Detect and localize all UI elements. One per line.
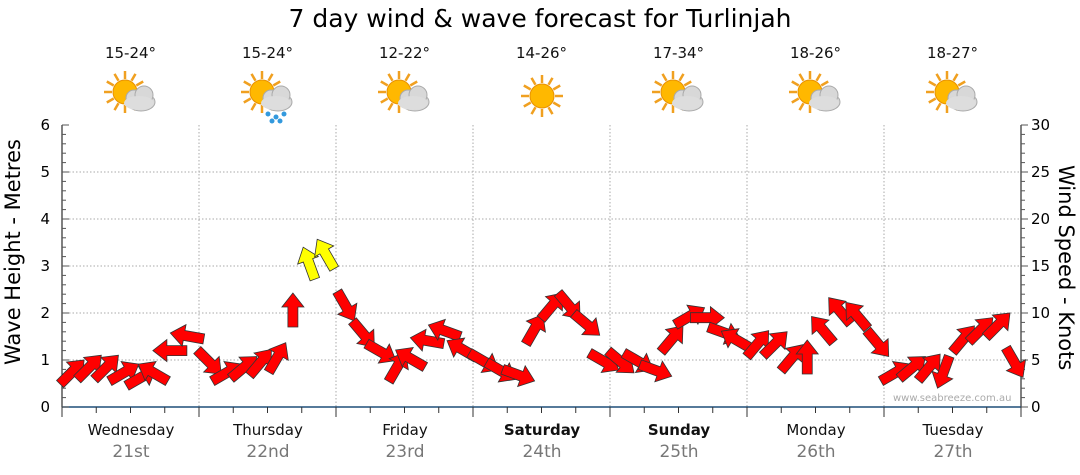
day-temp-range: 12-22° — [378, 44, 431, 62]
date-label: 21st — [112, 442, 150, 462]
wind-arrow — [828, 297, 855, 328]
wind-arrow — [395, 346, 429, 372]
right-tick-label: 15 — [1031, 257, 1050, 275]
right-tick-label: 10 — [1031, 304, 1050, 322]
right-tick-label: 30 — [1031, 116, 1050, 134]
partly-cloudy-weather-icon — [786, 68, 846, 124]
wind-arrow — [536, 292, 564, 323]
right-tick-label: 20 — [1031, 210, 1050, 228]
wind-arrow — [348, 317, 375, 348]
wind-arrow — [297, 246, 321, 282]
day-label: Sunday — [647, 421, 711, 439]
wind-arrow — [193, 345, 222, 375]
day-temp-range: 18-26° — [789, 44, 842, 62]
day-label: Monday — [786, 421, 846, 439]
wind-arrow — [758, 331, 788, 360]
wind-arrow — [637, 359, 673, 383]
wind-arrow — [569, 309, 601, 336]
date-label: 26th — [796, 442, 836, 462]
left-tick-label: 5 — [40, 163, 50, 181]
wind-arrow — [500, 364, 536, 388]
right-tick-label: 0 — [1031, 398, 1041, 416]
left-tick-label: 4 — [40, 210, 50, 228]
day-temp-range: 15-24° — [241, 44, 294, 62]
day-temp-range: 14-26° — [515, 44, 568, 62]
watermark: www.seabreeze.com.au — [893, 393, 1012, 404]
left-tick-label: 0 — [40, 398, 50, 416]
left-tick-label: 3 — [40, 257, 50, 275]
wind-arrow — [281, 292, 305, 328]
day-label: Saturday — [503, 421, 581, 439]
date-label: 22nd — [246, 442, 290, 462]
partly-cloudy-weather-icon — [649, 68, 709, 124]
sunny-weather-icon — [512, 68, 572, 124]
wind-arrow — [169, 323, 206, 348]
left-tick-label: 6 — [40, 116, 50, 134]
chart-title: 7 day wind & wave forecast for Turlinjah — [288, 4, 792, 33]
right-tick-label: 5 — [1031, 351, 1041, 369]
wind-arrow — [263, 342, 289, 376]
day-temp-range: 17-34° — [652, 44, 705, 62]
wind-arrow — [1001, 344, 1027, 378]
day-label: Friday — [382, 421, 428, 439]
wind-arrow — [672, 304, 706, 330]
date-label: 24th — [522, 442, 562, 462]
wind-arrow — [795, 339, 820, 375]
wind-arrow — [409, 328, 446, 352]
day-temp-range: 15-24° — [104, 44, 157, 62]
left-tick-label: 2 — [40, 304, 50, 322]
date-label: 23rd — [385, 442, 425, 462]
wind-arrow — [363, 338, 397, 364]
wind-arrow — [656, 325, 684, 356]
showers-weather-icon — [238, 68, 298, 124]
wind-arrow — [152, 338, 188, 363]
wind-arrow — [981, 312, 1011, 342]
wind-arrow — [776, 344, 804, 375]
left-tick-label: 1 — [40, 351, 50, 369]
day-label: Thursday — [233, 421, 303, 439]
wind-arrow — [332, 288, 358, 322]
day-label: Wednesday — [87, 421, 175, 439]
partly-cloudy-weather-icon — [375, 68, 435, 124]
day-label: Tuesday — [922, 421, 984, 439]
right-tick-label: 25 — [1031, 163, 1050, 181]
wind-arrow — [931, 354, 955, 389]
wind-arrow — [811, 315, 838, 347]
date-label: 27th — [933, 442, 973, 462]
wind-arrow — [845, 301, 873, 333]
wind-arrow — [521, 313, 546, 347]
wind-arrow — [553, 289, 581, 320]
partly-cloudy-weather-icon — [101, 68, 161, 124]
partly-cloudy-weather-icon — [923, 68, 983, 124]
wind-arrow — [427, 318, 463, 342]
wind-arrow — [862, 326, 890, 358]
wind-arrow — [314, 238, 340, 272]
wind-arrow — [137, 361, 171, 386]
date-label: 25th — [659, 442, 699, 462]
day-temp-range: 18-27° — [926, 44, 979, 62]
